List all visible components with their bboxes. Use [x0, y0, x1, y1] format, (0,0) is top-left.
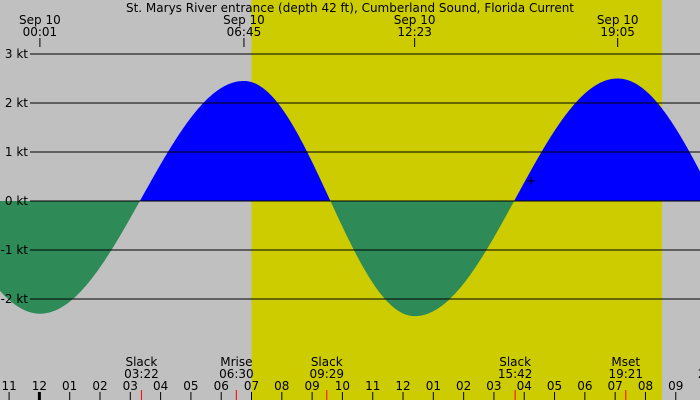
hour-tick-label: 11 [365, 379, 380, 393]
top-date-label: Sep 10 [597, 13, 639, 27]
y-tick-label: -2 kt [1, 292, 29, 306]
top-date-label: Sep 10 [19, 13, 61, 27]
top-time-label: 19:05 [600, 25, 635, 39]
hour-tick-label: 01 [62, 379, 77, 393]
hour-tick-label: 08 [274, 379, 289, 393]
event-name-label: Mrise [220, 355, 252, 369]
top-time-label: 12:23 [397, 25, 432, 39]
hour-tick-label: 02 [92, 379, 107, 393]
top-time-label: 00:01 [23, 25, 58, 39]
event-name-label: Slack [499, 355, 531, 369]
y-tick-label: 1 kt [5, 145, 28, 159]
y-tick-label: 3 kt [5, 47, 28, 61]
hour-tick-label: 02 [456, 379, 471, 393]
hour-tick-label: 12 [32, 379, 47, 393]
y-tick-label: 2 kt [5, 96, 28, 110]
hour-tick-label: 04 [153, 379, 168, 393]
hour-tick-label: 12 [395, 379, 410, 393]
hour-tick-label: 05 [183, 379, 198, 393]
ebb-current-area [330, 201, 515, 317]
hour-tick-label: 11 [1, 379, 16, 393]
hour-tick-label: 07 [608, 379, 623, 393]
chart-title: St. Marys River entrance (depth 42 ft), … [126, 1, 574, 15]
flood-current-area [514, 78, 700, 201]
event-name-label: Mset [611, 355, 640, 369]
event-time-label: 06:30 [219, 367, 254, 381]
flood-current-area [139, 81, 331, 201]
event-time-label: 22:18 [698, 367, 700, 381]
hour-tick-label: 09 [304, 379, 319, 393]
top-time-label: 06:45 [227, 25, 262, 39]
hour-tick-label: 04 [517, 379, 532, 393]
hour-tick-label: 08 [638, 379, 653, 393]
y-tick-label: 0 kt [5, 194, 28, 208]
top-date-label: Sep 10 [394, 13, 436, 27]
event-time-label: 15:42 [498, 367, 533, 381]
hour-tick-label: 09 [668, 379, 683, 393]
now-marker-icon [527, 177, 535, 185]
hour-tick-label: 06 [214, 379, 229, 393]
hour-tick-label: 01 [426, 379, 441, 393]
hour-tick-label: 06 [577, 379, 592, 393]
ebb-current-area [0, 201, 140, 314]
y-tick-label: -1 kt [1, 243, 29, 257]
event-time-label: 19:21 [608, 367, 643, 381]
hour-tick-label: 03 [486, 379, 501, 393]
event-name-label: Slack [311, 355, 343, 369]
hour-tick-label: 10 [335, 379, 350, 393]
event-time-label: 09:29 [309, 367, 344, 381]
hour-tick-label: 07 [244, 379, 259, 393]
hour-tick-label: 05 [547, 379, 562, 393]
hour-tick-label: 03 [123, 379, 138, 393]
event-name-label: Slack [125, 355, 157, 369]
top-date-label: Sep 10 [223, 13, 265, 27]
event-time-label: 03:22 [124, 367, 159, 381]
